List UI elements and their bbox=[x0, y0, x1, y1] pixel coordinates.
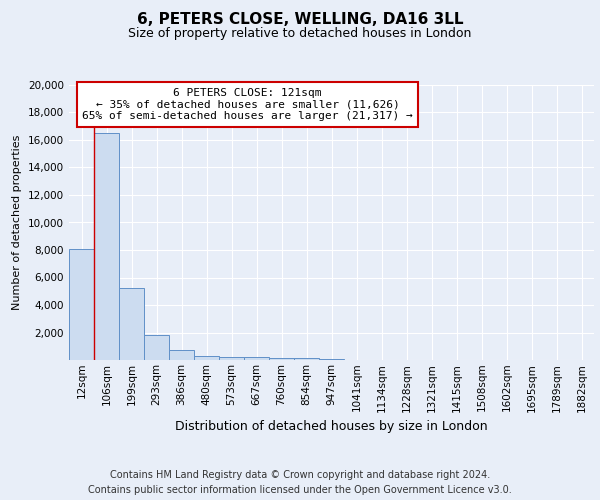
Bar bbox=[119, 288, 144, 360]
Text: 6 PETERS CLOSE: 121sqm
← 35% of detached houses are smaller (11,626)
65% of semi: 6 PETERS CLOSE: 121sqm ← 35% of detached… bbox=[82, 88, 413, 121]
Y-axis label: Number of detached properties: Number of detached properties bbox=[13, 135, 22, 310]
Bar bbox=[269, 358, 294, 360]
Bar bbox=[169, 350, 194, 360]
Bar bbox=[294, 358, 319, 360]
Bar bbox=[319, 359, 344, 360]
Text: 6, PETERS CLOSE, WELLING, DA16 3LL: 6, PETERS CLOSE, WELLING, DA16 3LL bbox=[137, 12, 463, 28]
Bar bbox=[244, 358, 269, 360]
Text: Contains HM Land Registry data © Crown copyright and database right 2024.
Contai: Contains HM Land Registry data © Crown c… bbox=[88, 470, 512, 495]
Bar bbox=[219, 357, 244, 360]
Bar bbox=[69, 248, 94, 360]
X-axis label: Distribution of detached houses by size in London: Distribution of detached houses by size … bbox=[175, 420, 488, 433]
Bar bbox=[194, 356, 219, 360]
Bar bbox=[144, 334, 169, 360]
Bar bbox=[94, 133, 119, 360]
Text: Size of property relative to detached houses in London: Size of property relative to detached ho… bbox=[128, 28, 472, 40]
